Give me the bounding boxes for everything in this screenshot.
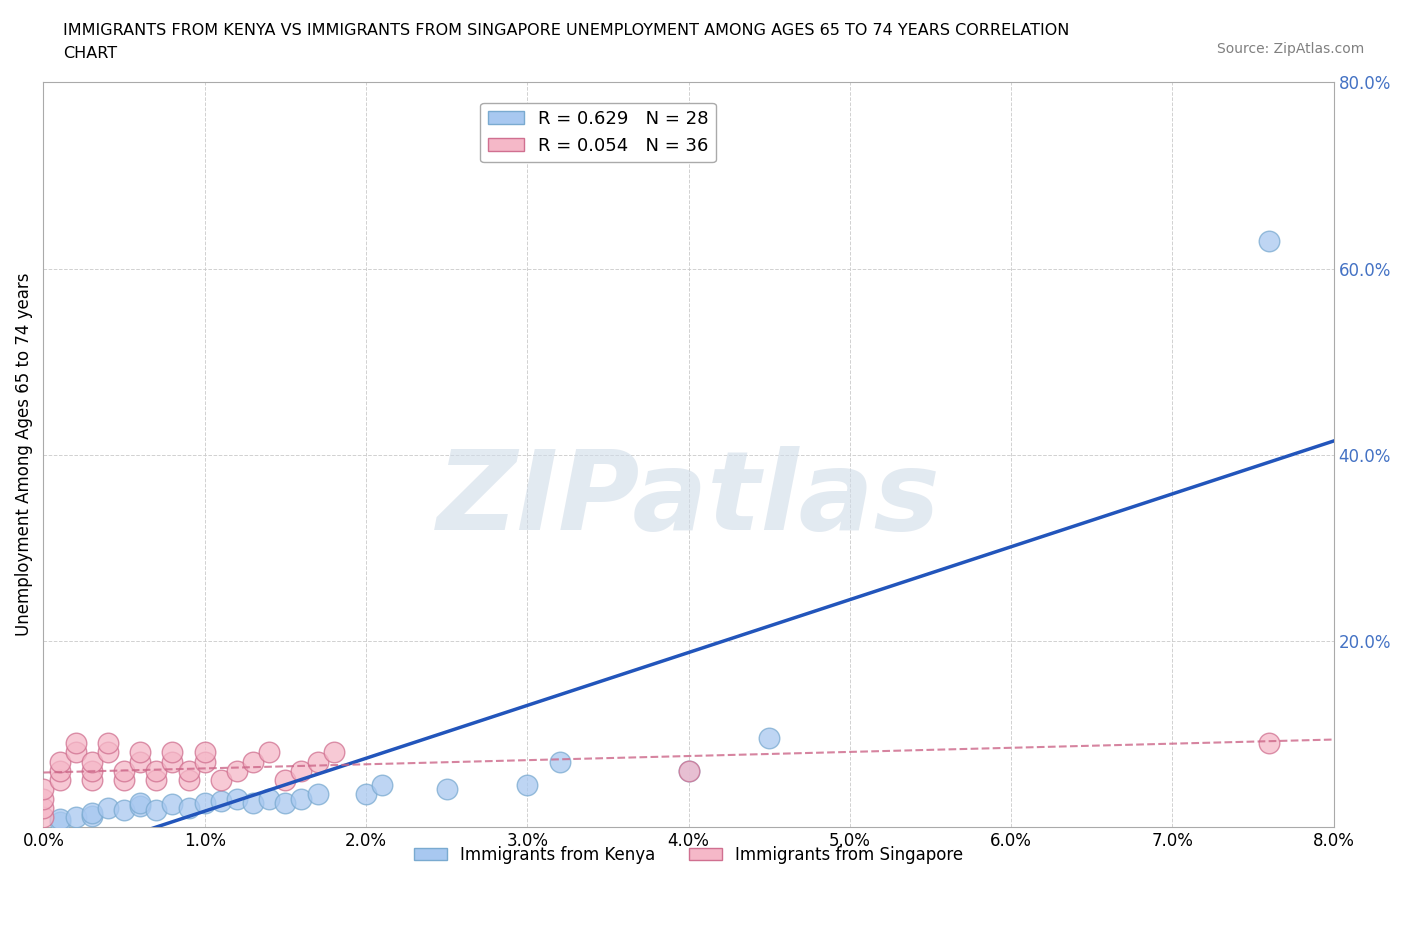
Point: [177, 773, 200, 788]
Point: [48, 764, 70, 778]
Point: [162, 745, 184, 760]
Point: [194, 745, 217, 760]
Point: [1258, 233, 1281, 248]
Point: [209, 793, 232, 808]
Point: [48, 754, 70, 769]
Point: [209, 773, 232, 788]
Point: [80, 754, 103, 769]
Point: [436, 782, 458, 797]
Point: [307, 754, 329, 769]
Point: [678, 764, 700, 778]
Text: Source: ZipAtlas.com: Source: ZipAtlas.com: [1216, 42, 1364, 56]
Text: CHART: CHART: [63, 46, 117, 61]
Y-axis label: Unemployment Among Ages 65 to 74 years: Unemployment Among Ages 65 to 74 years: [15, 272, 32, 636]
Point: [290, 764, 312, 778]
Point: [177, 764, 200, 778]
Point: [145, 764, 167, 778]
Point: [274, 796, 297, 811]
Point: [162, 797, 184, 812]
Text: ZIPatlas: ZIPatlas: [437, 445, 941, 552]
Point: [242, 796, 264, 811]
Point: [758, 731, 780, 746]
Point: [226, 764, 249, 778]
Point: [48, 815, 70, 830]
Point: [97, 745, 120, 760]
Point: [32, 810, 55, 825]
Point: [65, 745, 87, 760]
Point: [32, 801, 55, 816]
Point: [257, 745, 280, 760]
Point: [548, 754, 571, 769]
Point: [145, 773, 167, 788]
Point: [32, 791, 55, 806]
Point: [80, 773, 103, 788]
Point: [257, 791, 280, 806]
Point: [516, 777, 538, 792]
Point: [129, 754, 152, 769]
Point: [162, 754, 184, 769]
Point: [48, 773, 70, 788]
Point: [48, 812, 70, 827]
Point: [80, 805, 103, 820]
Point: [290, 791, 312, 806]
Point: [371, 777, 394, 792]
Point: [65, 736, 87, 751]
Point: [307, 787, 329, 802]
Point: [97, 736, 120, 751]
Point: [129, 745, 152, 760]
Point: [678, 764, 700, 778]
Point: [354, 787, 377, 802]
Point: [194, 796, 217, 811]
Legend: Immigrants from Kenya, Immigrants from Singapore: Immigrants from Kenya, Immigrants from S…: [406, 839, 970, 870]
Point: [97, 801, 120, 816]
Point: [177, 801, 200, 816]
Point: [322, 745, 344, 760]
Text: IMMIGRANTS FROM KENYA VS IMMIGRANTS FROM SINGAPORE UNEMPLOYMENT AMONG AGES 65 TO: IMMIGRANTS FROM KENYA VS IMMIGRANTS FROM…: [63, 23, 1070, 38]
Point: [80, 764, 103, 778]
Point: [80, 808, 103, 823]
Point: [112, 764, 135, 778]
Point: [274, 773, 297, 788]
Point: [226, 791, 249, 806]
Point: [242, 754, 264, 769]
Point: [65, 810, 87, 825]
Point: [145, 803, 167, 817]
Point: [112, 773, 135, 788]
Point: [194, 754, 217, 769]
Point: [112, 803, 135, 817]
Point: [1258, 736, 1281, 751]
Point: [129, 796, 152, 811]
Point: [129, 799, 152, 814]
Point: [32, 782, 55, 797]
